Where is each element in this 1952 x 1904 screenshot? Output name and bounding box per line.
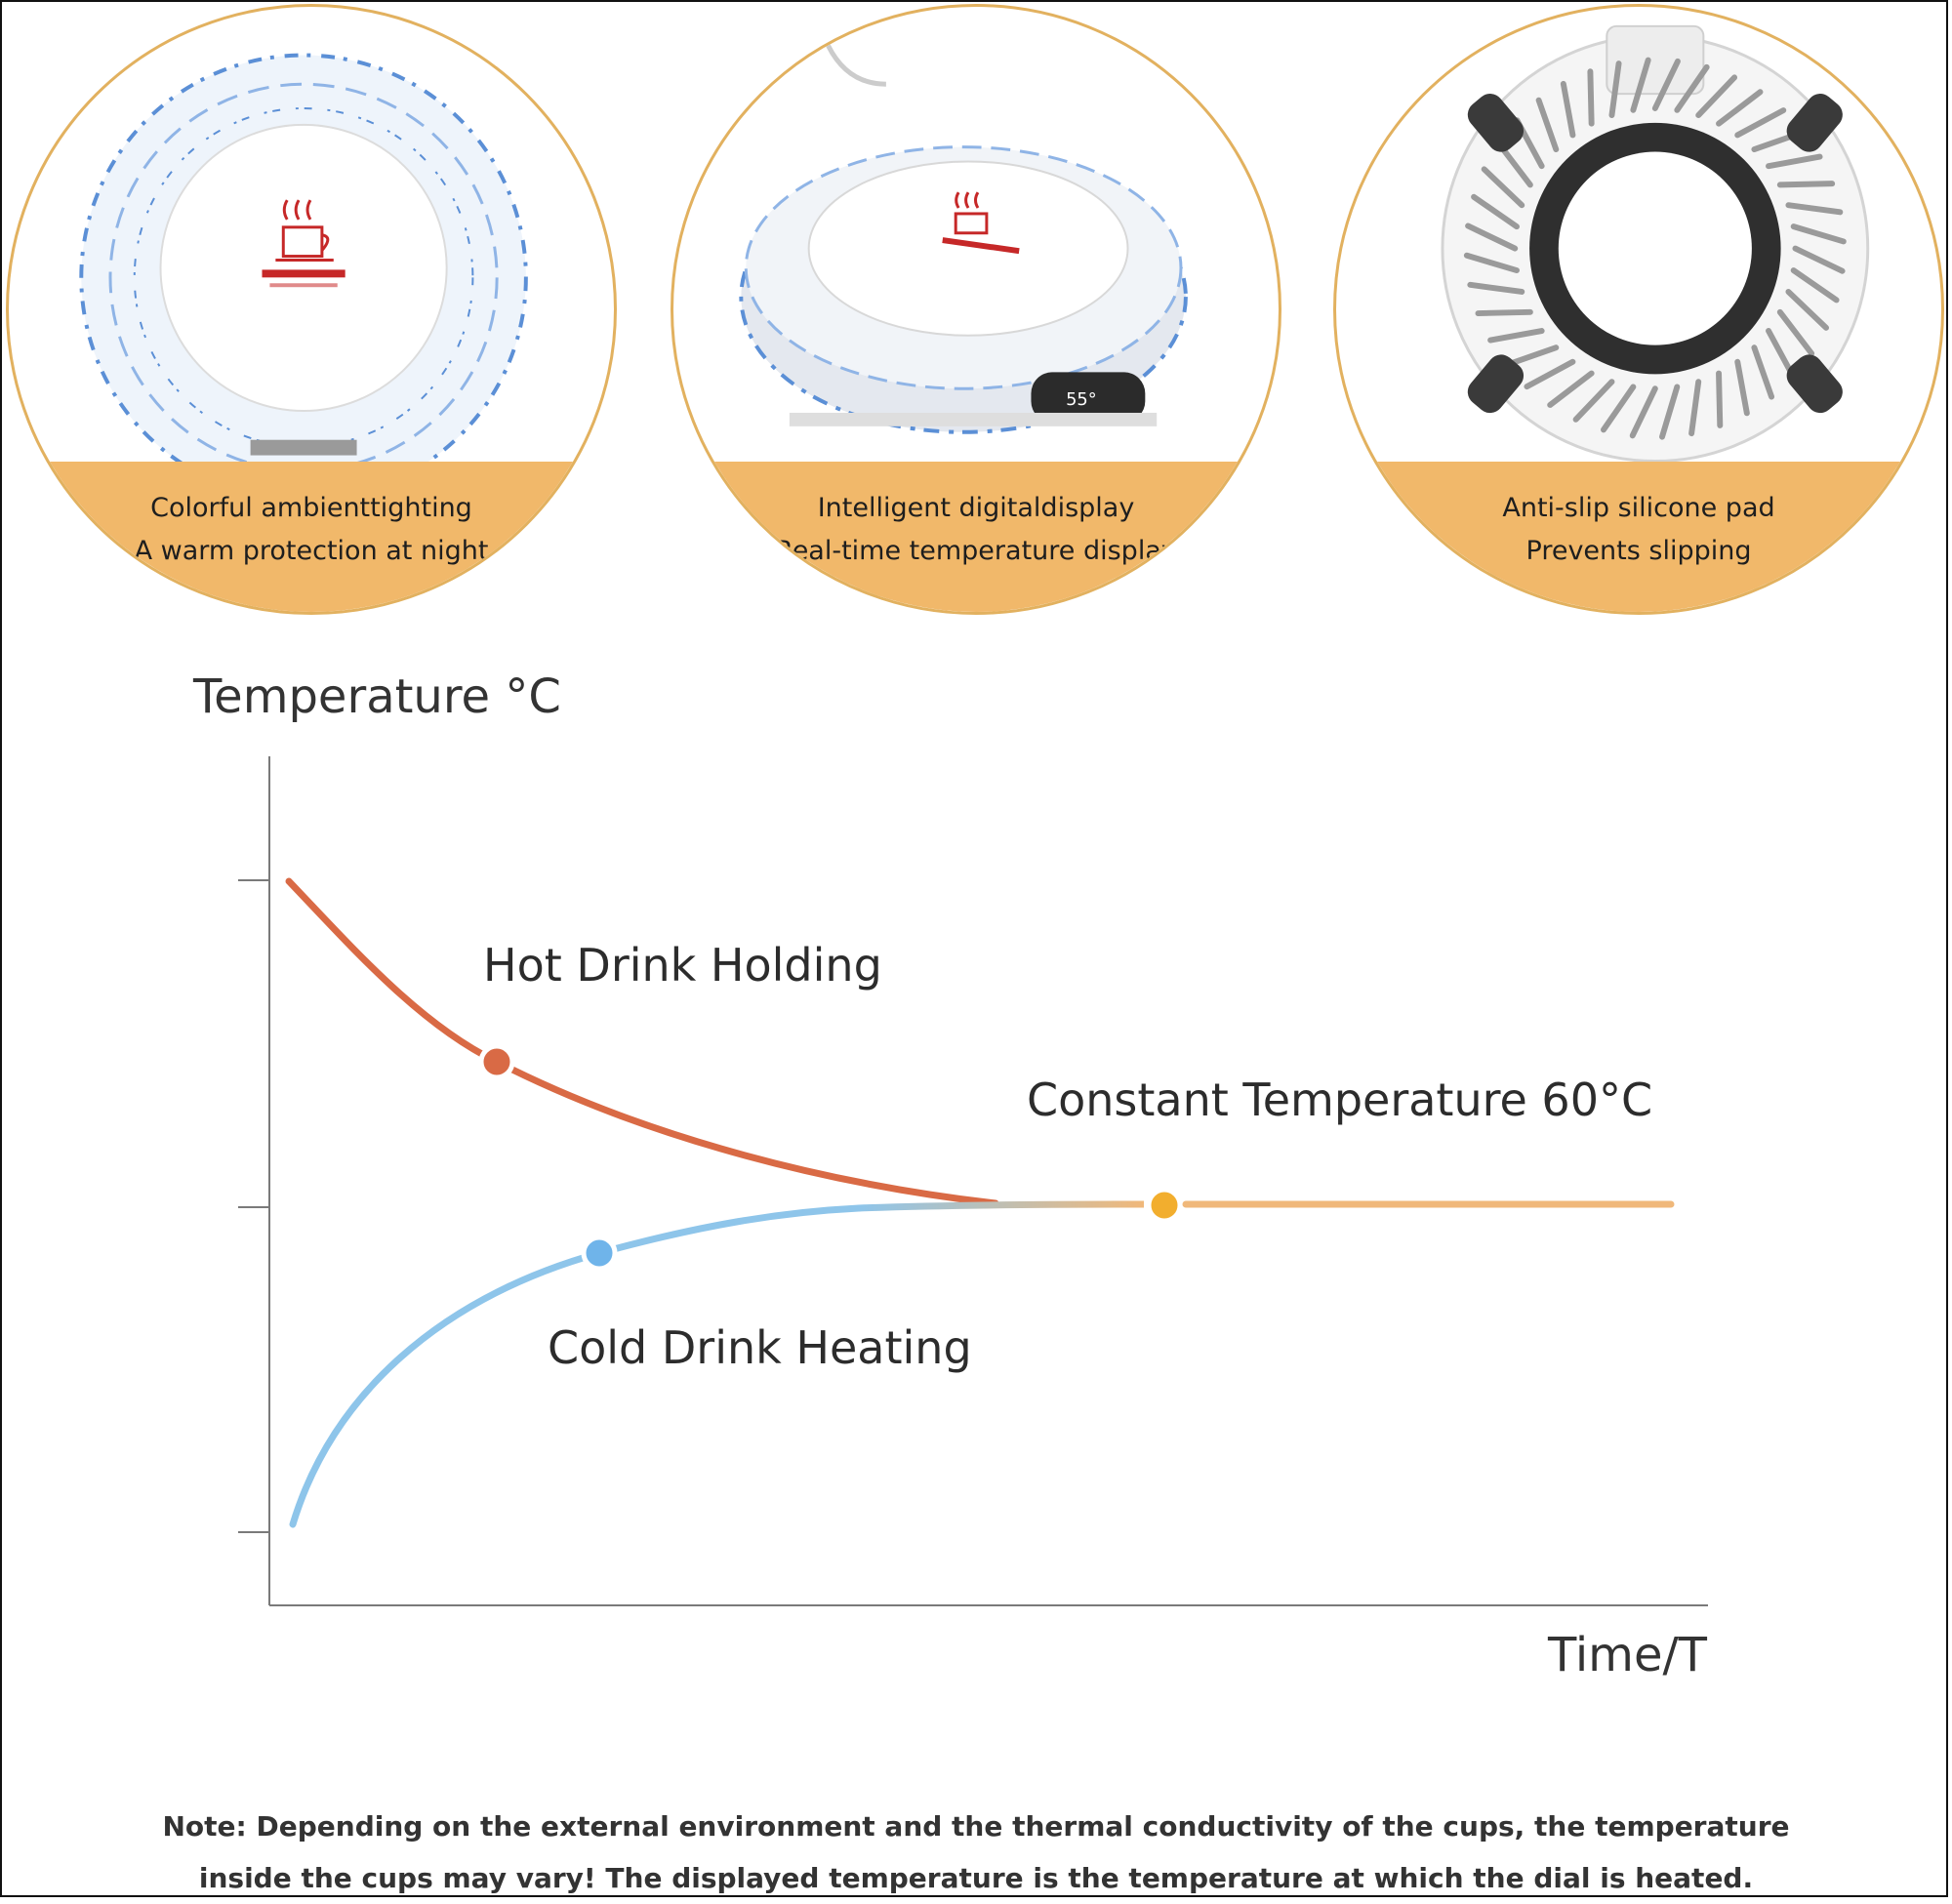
temperature-chart: Temperature °C Time/T Hot Drink Holding …	[0, 634, 1952, 1776]
feature-title: Anti-slip silicone pad	[1502, 493, 1775, 523]
chart-canvas	[238, 756, 1708, 1606]
vent-slot	[1790, 267, 1840, 304]
vent-slot	[1695, 74, 1738, 118]
vent-slot	[1776, 308, 1815, 357]
vent-slot	[1608, 61, 1622, 118]
vent-slot	[1651, 58, 1681, 111]
disclaimer-note: Note: Depending on the external environm…	[146, 1801, 1806, 1904]
feature-subtitle: A warm protection at night	[134, 536, 489, 566]
cold-drink-curve	[289, 1204, 863, 1528]
vent-slot	[1587, 68, 1595, 127]
vent-slot	[1524, 358, 1576, 390]
note-line-1: Note: Depending on the external environm…	[162, 1810, 1790, 1843]
vent-slot	[1535, 97, 1560, 153]
vent-slot	[1790, 223, 1847, 245]
vent-slot	[1601, 384, 1637, 433]
feature-title: Intelligent digitaldisplay	[817, 493, 1135, 523]
caption-band	[673, 462, 1279, 612]
blend-segment	[858, 1200, 1145, 1212]
vent-slot	[1776, 181, 1836, 188]
note-line-2: inside the cups may vary! The displayed …	[198, 1862, 1754, 1894]
feature-ambient-lighting: Colorful ambienttighting A warm protecti…	[6, 4, 617, 615]
vent-slot	[1766, 153, 1823, 170]
svg-text:55°: 55°	[1066, 389, 1097, 410]
vent-slot	[1674, 63, 1710, 113]
vent-slot	[1547, 370, 1595, 408]
caption-band	[9, 462, 614, 612]
vent-slot	[1572, 379, 1615, 423]
feature-row: Colorful ambienttighting A warm protecti…	[0, 0, 1952, 634]
hot-drink-label: Hot Drink Holding	[483, 939, 882, 992]
vent-slot	[1734, 358, 1750, 417]
vent-slot	[1471, 193, 1520, 230]
vent-slot	[1467, 281, 1525, 295]
vent-slot	[1630, 57, 1651, 113]
cup-warmer-top-view-icon	[79, 53, 528, 503]
vent-slot	[1463, 252, 1520, 274]
hot-drink-curve	[285, 877, 999, 1207]
constant-temperature-point	[1146, 1187, 1183, 1224]
vent-slot	[1487, 328, 1545, 344]
vent-slot	[1716, 89, 1764, 127]
vent-slot	[1465, 223, 1519, 252]
feature-digital-display: 55° Intelligent digitaldisplay Real-time…	[671, 4, 1281, 615]
vent-slot	[1659, 384, 1681, 440]
vent-slot	[1785, 289, 1830, 331]
cold-drink-point	[581, 1235, 618, 1272]
vent-slot	[1503, 344, 1560, 368]
vent-slot	[1792, 245, 1846, 274]
y-axis-label: Temperature °C	[193, 669, 561, 724]
vent-slot	[1716, 370, 1724, 428]
vent-slot	[1751, 344, 1775, 400]
vent-slot	[1734, 107, 1787, 139]
hot-drink-point	[478, 1043, 515, 1080]
feature-subtitle: Real-time temperature display	[775, 536, 1177, 566]
cup-warmer-display-icon: 55°	[739, 44, 1188, 434]
cold-drink-label: Cold Drink Heating	[548, 1321, 972, 1374]
vent-slot	[1688, 379, 1702, 437]
vent-slot	[1475, 308, 1533, 317]
feature-anti-slip-pad: Anti-slip silicone pad Prevents slipping	[1333, 4, 1944, 615]
feature-subtitle: Prevents slipping	[1525, 536, 1752, 566]
vent-slot	[1481, 166, 1525, 209]
vent-slot	[1560, 80, 1576, 139]
vent-slot	[1629, 385, 1658, 439]
constant-temperature-label: Constant Temperature 60°C	[1027, 1074, 1653, 1126]
vent-slot	[1785, 202, 1844, 216]
caption-band	[1336, 462, 1941, 612]
cup-warmer-bottom-view-icon	[1441, 24, 1870, 463]
feature-title: Colorful ambienttighting	[150, 493, 472, 523]
x-axis-label: Time/T	[1548, 1628, 1707, 1682]
